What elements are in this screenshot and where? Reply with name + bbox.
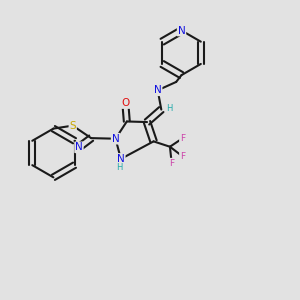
Text: N: N <box>154 85 162 95</box>
Text: N: N <box>75 142 83 152</box>
Text: F: F <box>180 134 185 143</box>
Text: F: F <box>180 152 185 161</box>
Text: H: H <box>116 163 123 172</box>
Text: S: S <box>69 121 76 130</box>
Text: N: N <box>112 134 119 144</box>
Text: O: O <box>121 98 130 108</box>
Text: N: N <box>117 154 125 164</box>
Text: F: F <box>169 159 174 168</box>
Text: N: N <box>178 26 185 35</box>
Text: H: H <box>166 104 172 113</box>
